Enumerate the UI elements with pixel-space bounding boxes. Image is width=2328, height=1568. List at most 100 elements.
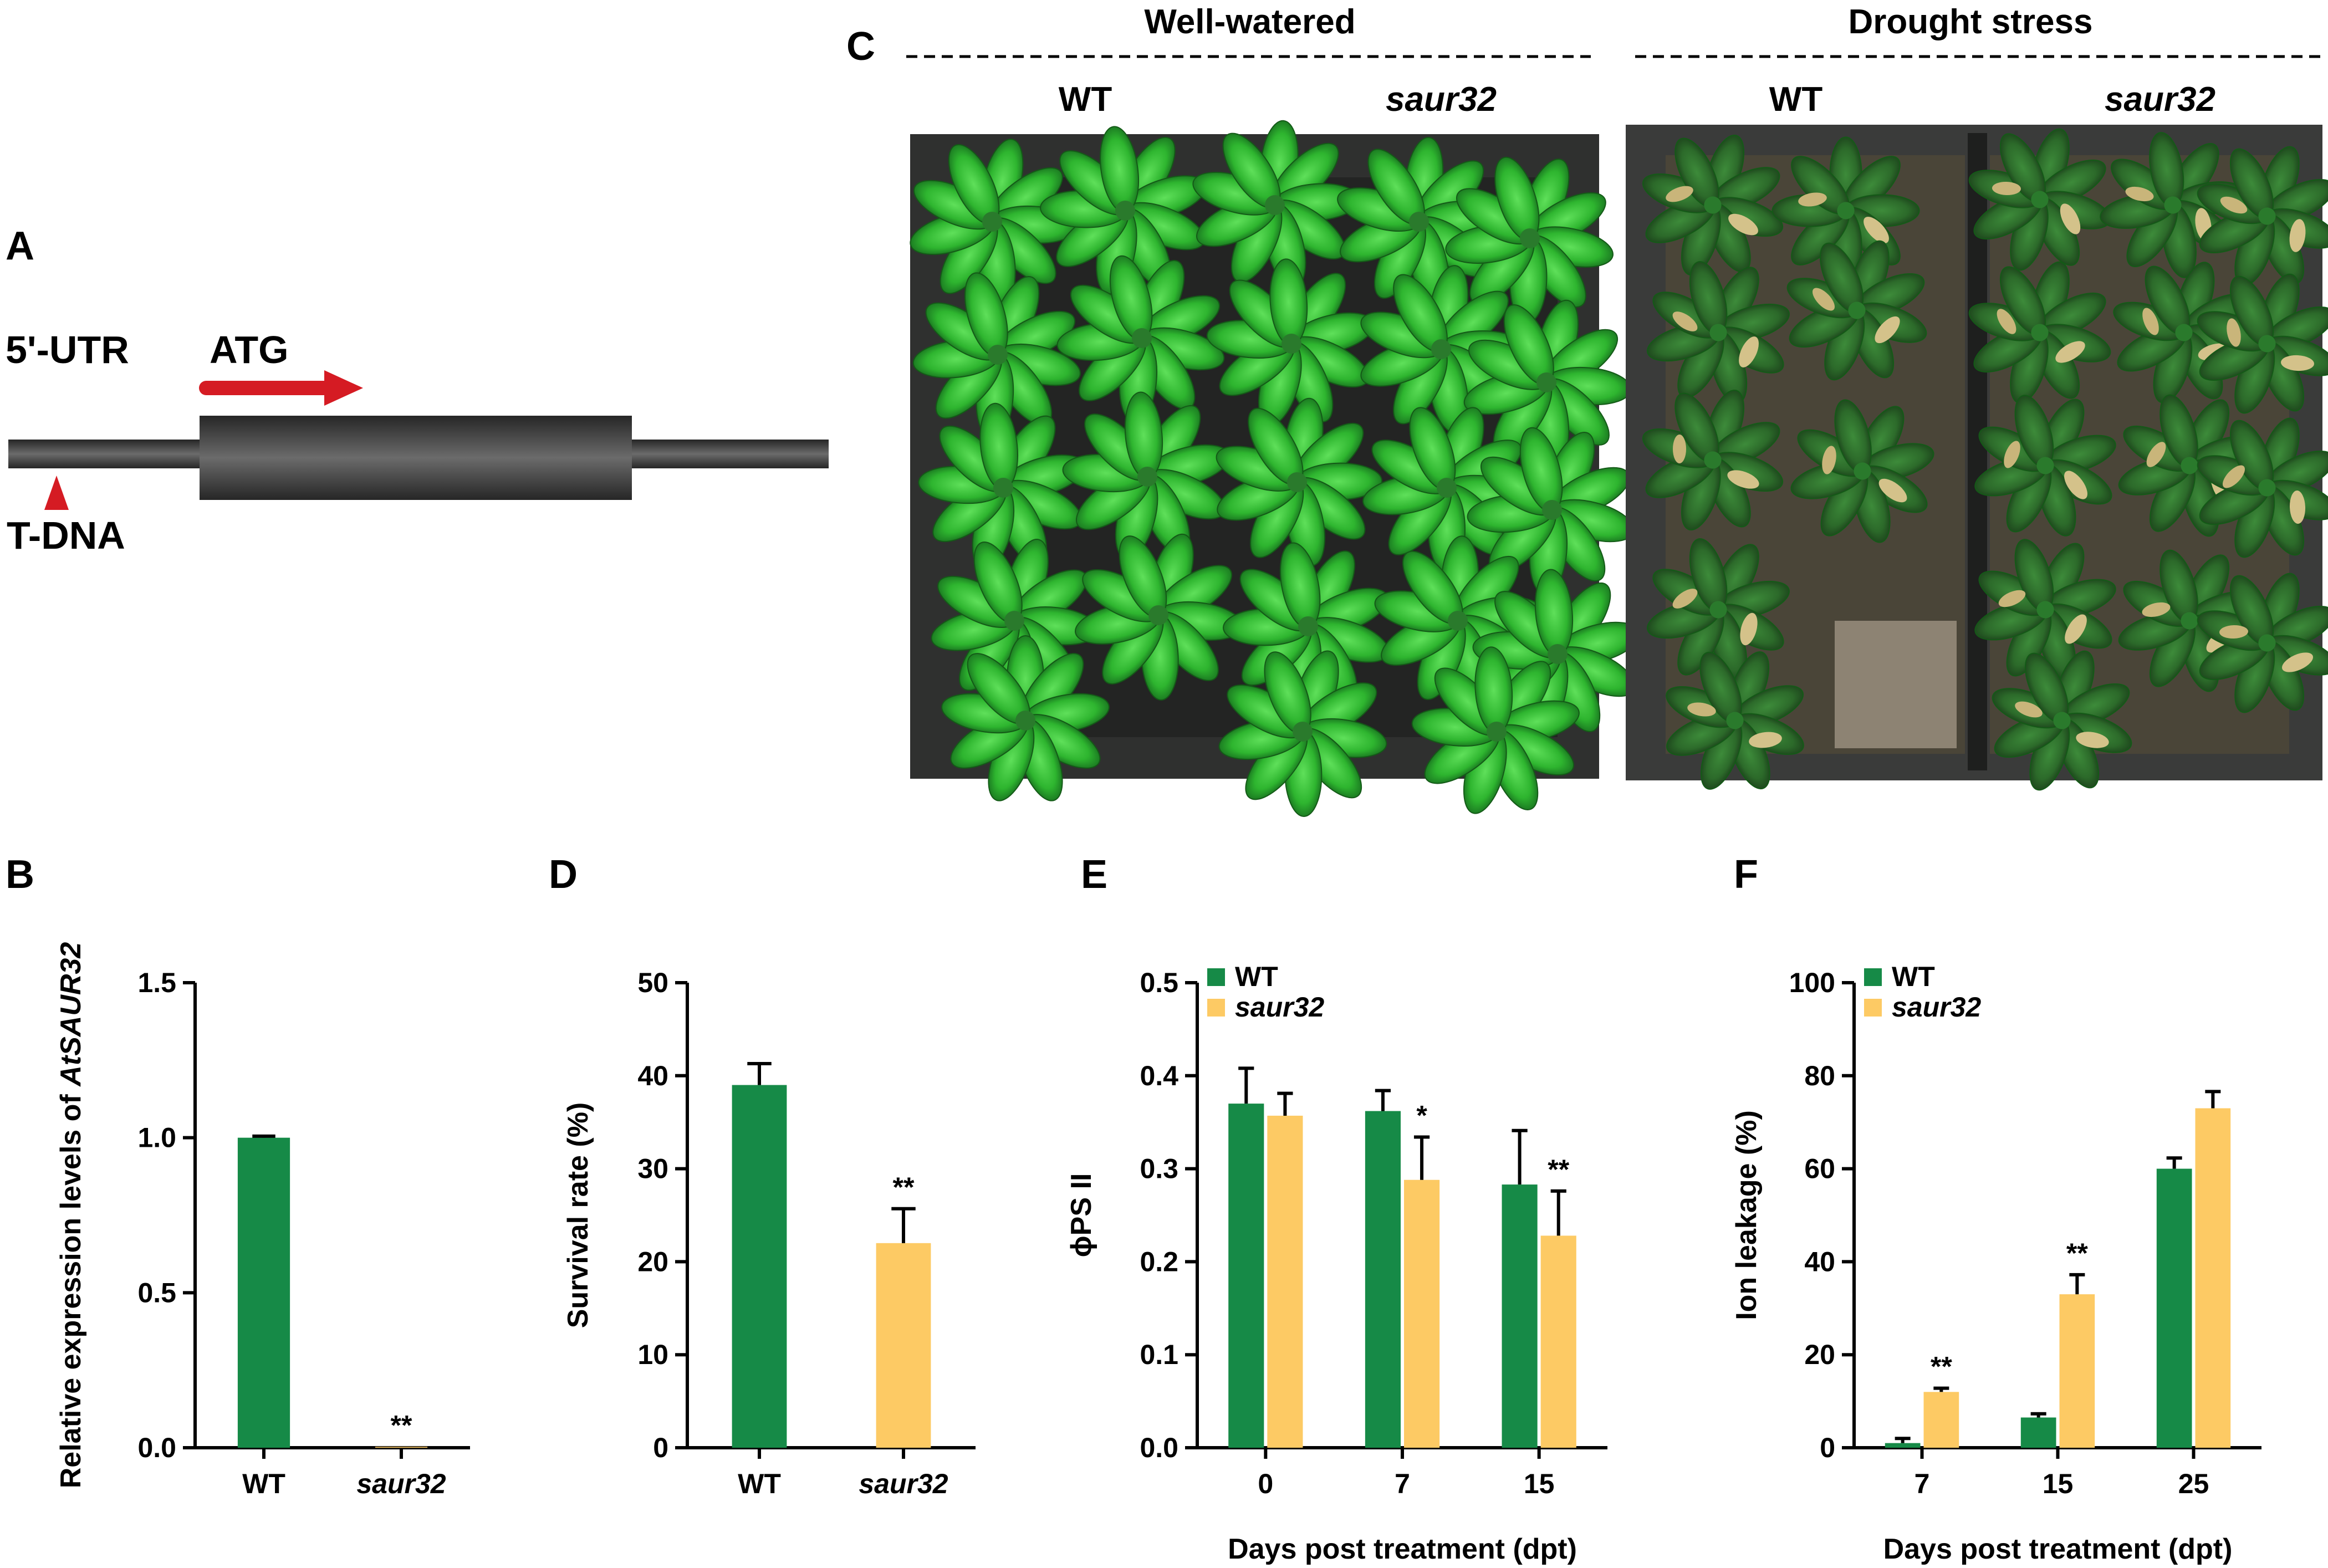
dried-leaf <box>1992 181 2021 196</box>
x-tick-label: 15 <box>1524 1468 1555 1499</box>
panel-letter-f: F <box>1734 852 1758 897</box>
dried-leaf <box>1798 192 1827 207</box>
dried-leaf <box>1728 213 1758 236</box>
bar-wt <box>237 1137 290 1448</box>
dried-leaf <box>2015 701 2043 718</box>
y-tick-label: 0.2 <box>1140 1246 1178 1277</box>
x-axis-label: Days post treatment (dpt) <box>1228 1533 1577 1565</box>
dried-leaf <box>1875 316 1900 344</box>
x-tick-label: 25 <box>2178 1468 2209 1499</box>
tdna-insertion-icon <box>44 476 69 510</box>
y-tick-label: 0.3 <box>1140 1153 1178 1184</box>
dried-leaf <box>2146 442 2166 467</box>
significance-label: ** <box>1548 1154 1569 1185</box>
bar-wt <box>732 1085 787 1448</box>
plant-rosette <box>1968 128 2111 271</box>
x-tick-label: 0 <box>1258 1468 1273 1499</box>
x-tick-label: 7 <box>1915 1468 1930 1499</box>
dried-leaf <box>2055 341 2085 363</box>
x-tick-label: saur32 <box>859 1468 948 1499</box>
plant-rosette <box>1216 397 1382 566</box>
panel-letter-d: D <box>549 852 578 897</box>
plant-rosette <box>1192 120 1360 288</box>
plant-rosette <box>1075 533 1243 701</box>
y-axis-label: Ion leakage (%) <box>1730 1110 1763 1320</box>
legend-label: WT <box>1235 961 1278 992</box>
dried-leaf <box>1672 589 1698 609</box>
dried-leaf <box>1998 590 2026 607</box>
dried-leaf <box>1822 446 1836 474</box>
plant-rosette <box>1445 156 1614 324</box>
chart-b: 0.0 0.5 1.0 1.5 Relative expression levels o… <box>55 942 470 1499</box>
bar-wt <box>1502 1184 1538 1448</box>
x-tick-label: 15 <box>2043 1468 2074 1499</box>
panel-c: C Well-watered WT saur32 Drought stress … <box>846 3 2328 817</box>
plant-rosette <box>2197 146 2328 287</box>
dried-leaf <box>1740 612 1758 646</box>
y-axis-label: Relative expression levels of AtSAUR32 <box>55 942 87 1489</box>
dried-leaf <box>2125 186 2154 202</box>
dried-leaf <box>1749 732 1782 748</box>
panel-letter-a: A <box>6 224 34 268</box>
y-tick-label: 100 <box>1789 967 1835 998</box>
dried-leaf <box>2142 308 2159 335</box>
atg-label: ATG <box>210 328 289 371</box>
dried-leaf <box>2064 471 2087 499</box>
y-tick-label: 40 <box>637 1060 668 1091</box>
plant-rosette <box>910 139 1078 307</box>
well-watered-title: Well-watered <box>1144 3 1355 41</box>
significance-label: * <box>1416 1100 1427 1131</box>
plant-rosette <box>1062 391 1231 560</box>
dried-leaf <box>2282 652 2313 672</box>
legend-swatch <box>1207 968 1225 986</box>
dried-leaf <box>2289 219 2306 252</box>
dried-leaf <box>1864 217 1889 243</box>
plant-rosette <box>1360 265 1527 433</box>
bar-wt <box>1228 1104 1264 1448</box>
dried-leaf <box>1673 435 1686 463</box>
dried-leaf <box>2076 732 2109 748</box>
tdna-label: T-DNA <box>7 514 125 557</box>
dried-leaf <box>2060 203 2081 234</box>
drought-wt-label: WT <box>1769 80 1823 119</box>
bar-saur32 <box>375 1447 428 1448</box>
y-tick-label: 0.5 <box>1140 967 1178 998</box>
significance-label: ** <box>391 1409 412 1441</box>
bar-saur32 <box>1267 1115 1303 1448</box>
dried-leaf <box>1727 470 1759 489</box>
y-tick-label: 1.0 <box>137 1122 176 1153</box>
bar-wt <box>2020 1417 2056 1448</box>
y-tick-label: 0.0 <box>1140 1432 1178 1463</box>
well-watered-saur32-label: saur32 <box>1386 80 1497 119</box>
dried-leaf <box>1739 336 1759 367</box>
legend-swatch <box>1864 999 1882 1017</box>
dried-leaf <box>1687 702 1716 717</box>
bar-saur32 <box>2059 1294 2095 1448</box>
y-tick-label: 0 <box>653 1432 668 1463</box>
legend-swatch <box>1864 968 1882 986</box>
dried-leaf <box>2065 614 2087 644</box>
plant-rosette <box>1463 299 1632 468</box>
plant-rosette <box>2197 417 2328 558</box>
bar-wt <box>1365 1111 1401 1448</box>
x-tick-label: saur32 <box>356 1468 446 1499</box>
dried-leaf <box>2222 465 2245 488</box>
plant-rosette <box>941 635 1110 801</box>
plant-rosette <box>1218 650 1387 817</box>
x-tick-label: 7 <box>1395 1468 1410 1499</box>
dried-leaf <box>2227 318 2241 347</box>
panel-letter-b: B <box>6 852 34 897</box>
dried-leaf <box>2142 602 2171 617</box>
drought-stress-photo <box>1626 125 2328 791</box>
bar-saur32 <box>2195 1108 2231 1448</box>
gene-structure-icon <box>8 416 829 500</box>
legend-label: saur32 <box>1892 992 1981 1023</box>
y-tick-label: 0.4 <box>1140 1060 1178 1091</box>
panel-letter-c: C <box>846 24 875 69</box>
y-tick-label: 20 <box>637 1246 668 1277</box>
dried-leaf <box>2281 355 2314 371</box>
y-tick-label: 30 <box>637 1153 668 1184</box>
chart-f: 0 20 40 60 80 100 Ion leakage (%) ** 7 ** 15 25 WTsa… <box>1730 961 2261 1565</box>
